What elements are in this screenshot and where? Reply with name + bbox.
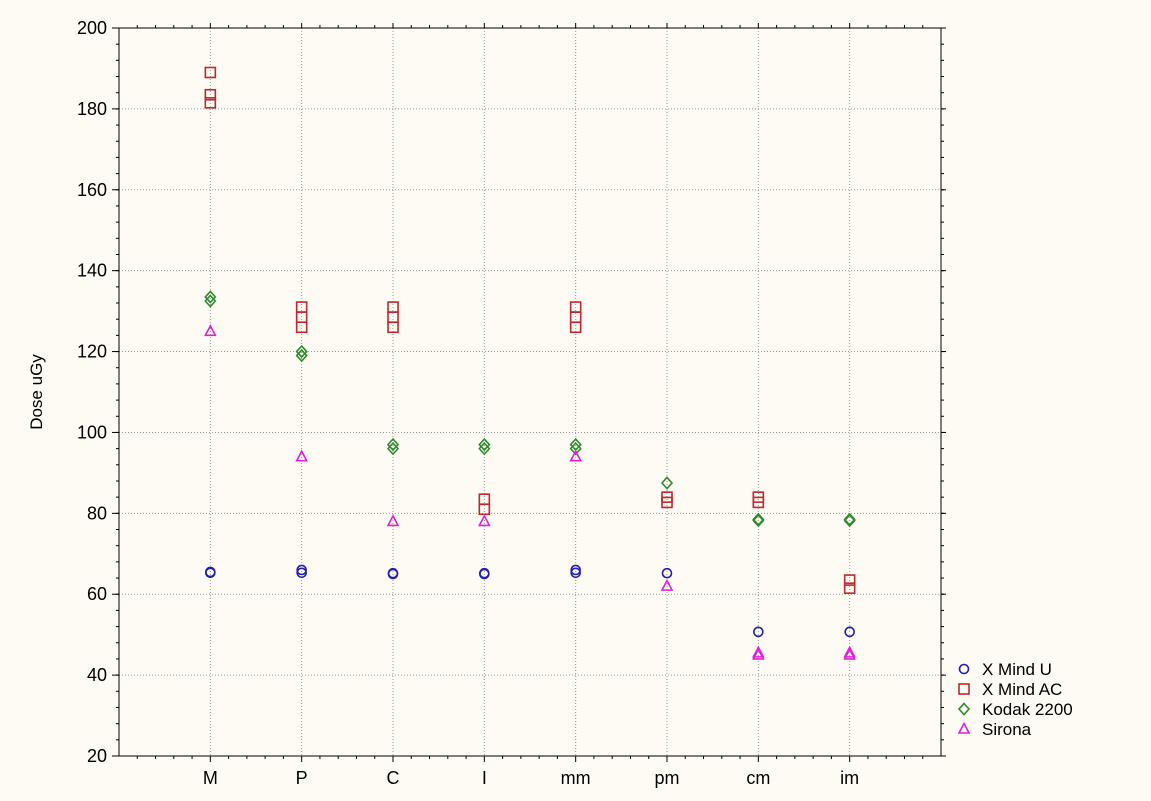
legend-label: Sirona xyxy=(982,720,1032,739)
plot-area xyxy=(118,27,942,757)
legend-item: Kodak 2200 xyxy=(957,700,1073,719)
legend-marker xyxy=(958,663,970,675)
data-point xyxy=(660,476,674,490)
data-point xyxy=(296,564,307,576)
y-tick-label: 120 xyxy=(77,342,107,362)
y-tick-label: 100 xyxy=(77,422,107,442)
legend-label: Kodak 2200 xyxy=(982,700,1073,719)
data-point xyxy=(295,348,308,363)
data-point xyxy=(753,626,764,638)
data-point xyxy=(204,294,217,308)
legend-marker xyxy=(957,721,971,734)
data-point xyxy=(386,514,400,527)
data-point xyxy=(660,578,674,591)
data-point xyxy=(478,437,491,452)
y-axis-tick-labels: 20 40 60 80 100 120 140 160 180 200 xyxy=(77,18,107,766)
y-tick-label: 60 xyxy=(87,584,107,604)
x-tick-label: cm xyxy=(746,768,770,788)
data-point xyxy=(569,449,582,462)
data-point xyxy=(843,513,856,528)
data-point xyxy=(204,290,217,304)
data-point xyxy=(204,88,217,101)
x-tick-label: C xyxy=(387,768,400,788)
data-point xyxy=(752,512,765,527)
data-point xyxy=(570,564,581,576)
data-point xyxy=(843,645,856,658)
x-tick-label: P xyxy=(296,768,308,788)
data-point xyxy=(386,437,400,452)
data-point xyxy=(387,568,399,580)
data-point xyxy=(661,496,673,509)
data-point xyxy=(204,66,217,79)
series-x-mind-ac xyxy=(204,66,856,594)
legend-label: X Mind U xyxy=(982,660,1052,679)
data-point xyxy=(844,626,855,638)
y-tick-label: 160 xyxy=(77,180,107,200)
data-point xyxy=(204,324,217,337)
data-points xyxy=(204,66,856,660)
data-point xyxy=(843,574,856,586)
data-point xyxy=(295,344,308,359)
data-point xyxy=(478,441,491,456)
data-point xyxy=(569,321,582,334)
legend-marker xyxy=(957,702,971,716)
series-sirona xyxy=(204,324,856,660)
x-tick-label: mm xyxy=(561,768,591,788)
y-tick-label: 20 xyxy=(87,746,107,766)
data-point xyxy=(843,647,856,660)
data-point xyxy=(661,567,673,579)
x-tick-label: M xyxy=(203,768,218,788)
y-axis-label: Dose uGy xyxy=(27,354,46,430)
data-point xyxy=(843,512,856,527)
y-tick-label: 140 xyxy=(77,261,107,281)
legend-item: X Mind U xyxy=(958,660,1052,679)
data-point xyxy=(205,567,216,579)
legend-marker xyxy=(958,683,970,695)
data-point xyxy=(295,321,308,334)
y-tick-label: 40 xyxy=(87,665,107,685)
data-point xyxy=(752,645,765,658)
data-point xyxy=(752,647,765,660)
y-tick-label: 80 xyxy=(87,503,107,523)
data-point xyxy=(295,449,308,462)
data-point xyxy=(204,97,217,109)
data-point xyxy=(296,567,307,579)
grid xyxy=(119,28,941,756)
data-point xyxy=(752,513,765,528)
data-point xyxy=(569,441,582,456)
y-tick-label: 180 xyxy=(77,99,107,119)
data-point xyxy=(570,567,581,579)
data-point xyxy=(843,582,856,594)
x-tick-label: I xyxy=(482,768,487,788)
legend-item: Sirona xyxy=(957,720,1032,739)
x-tick-label: pm xyxy=(654,768,679,788)
data-point xyxy=(478,514,491,527)
y-tick-label: 200 xyxy=(77,18,107,38)
data-point xyxy=(387,321,399,334)
x-tick-label: im xyxy=(840,768,859,788)
legend-label: X Mind AC xyxy=(982,680,1062,699)
data-point xyxy=(752,496,765,509)
axis-ticks xyxy=(112,23,946,762)
data-point xyxy=(479,568,490,580)
data-point xyxy=(386,441,400,456)
series-x-mind-u xyxy=(205,564,855,638)
legend-item: X Mind AC xyxy=(958,680,1062,699)
